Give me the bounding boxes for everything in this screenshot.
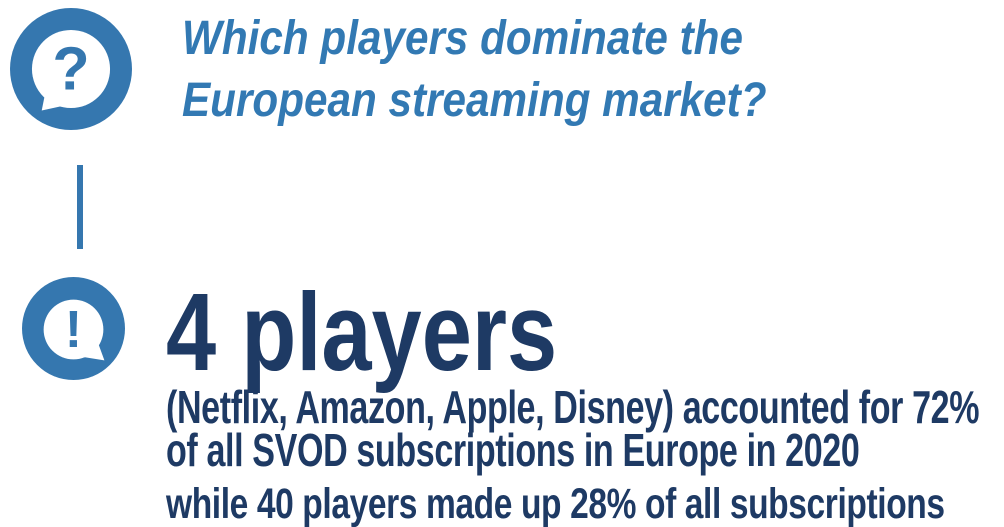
speech-bubble-tail [41,86,70,111]
speech-bubble [43,299,104,360]
answer-detail-line1: (Netflix, Amazon, Apple, Disney) account… [166,381,980,433]
question-bubble-icon: ? [10,8,132,130]
speech-bubble [31,29,111,109]
answer-detail-line2: of all SVOD subscriptions in Europe in 2… [166,424,860,476]
answer-note: while 40 players made up 28% of all subs… [166,480,945,527]
exclamation-bubble-icon: ! [22,277,125,380]
question-title-line2: European streaming market? [182,74,767,127]
question-mark-glyph: ? [52,35,89,103]
question-title: Which players dominate the European stre… [182,8,766,132]
exclamation-mark-glyph: ! [65,300,82,358]
question-title-line1: Which players dominate the [182,12,743,65]
answer-detail: (Netflix, Amazon, Apple, Disney) account… [166,381,980,476]
connector-line [77,165,83,249]
answer-headline: 4 players [166,271,558,394]
speech-bubble-tail [78,337,105,361]
